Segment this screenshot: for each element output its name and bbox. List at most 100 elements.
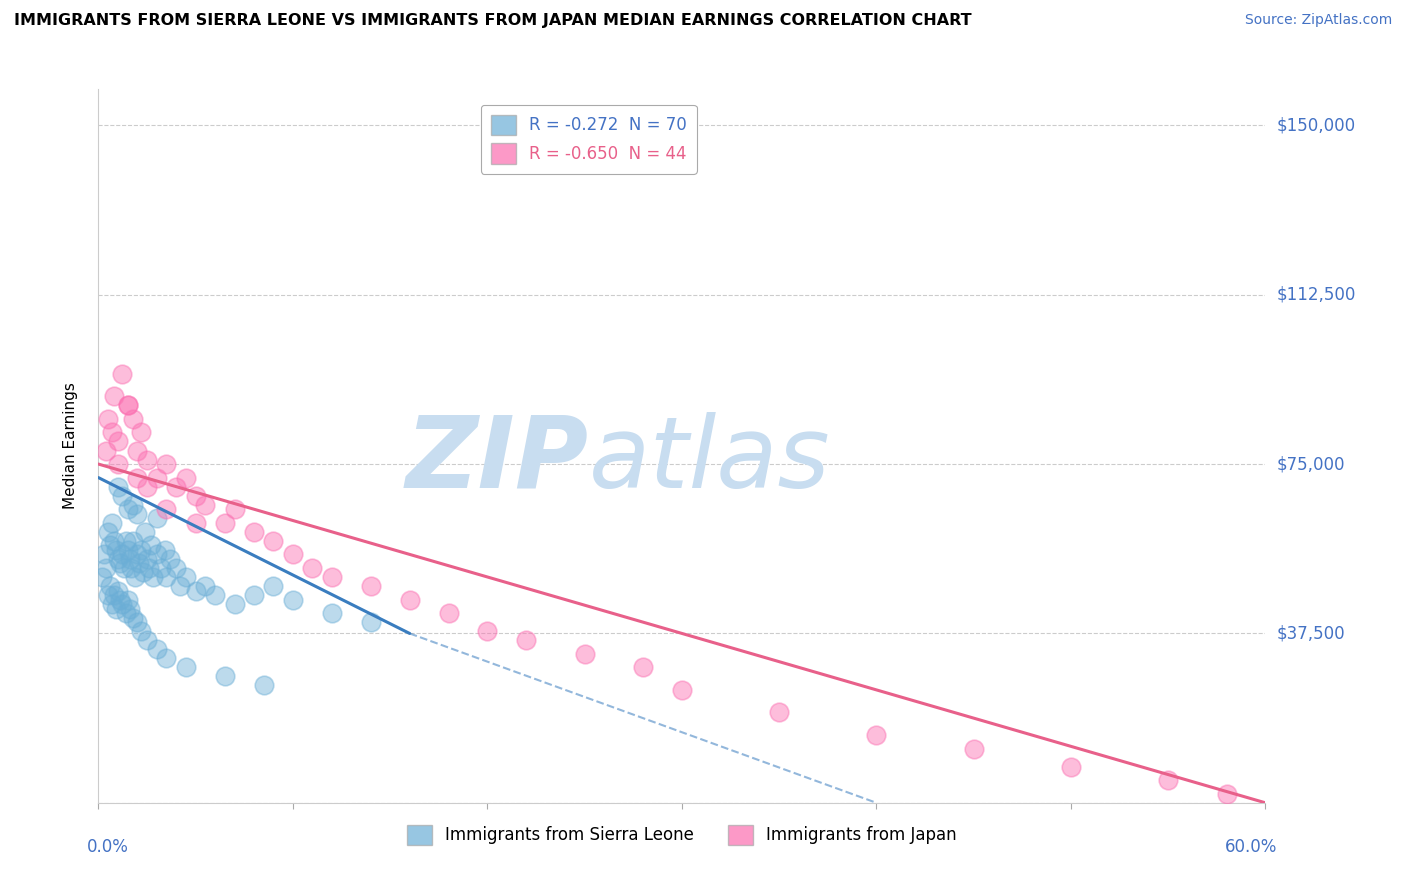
Point <box>98 579 121 593</box>
Point <box>104 601 127 615</box>
Point <box>121 561 143 575</box>
Point <box>114 533 136 548</box>
Point <box>214 669 236 683</box>
Point <box>631 660 654 674</box>
Point <box>515 633 537 648</box>
Point <box>155 651 177 665</box>
Point <box>321 606 343 620</box>
Text: $37,500: $37,500 <box>1277 624 1346 642</box>
Point <box>127 470 149 484</box>
Point <box>146 642 169 657</box>
Point <box>262 579 284 593</box>
Point <box>174 660 197 674</box>
Point <box>127 548 149 562</box>
Point <box>214 516 236 530</box>
Point <box>118 601 141 615</box>
Point <box>129 542 152 557</box>
Point <box>104 542 127 557</box>
Point <box>962 741 984 756</box>
Point <box>204 588 226 602</box>
Point <box>97 412 120 426</box>
Point <box>243 524 266 539</box>
Point <box>93 548 115 562</box>
Point <box>122 412 145 426</box>
Point <box>122 498 145 512</box>
Point <box>122 533 145 548</box>
Point <box>146 470 169 484</box>
Point <box>184 516 207 530</box>
Point <box>117 592 139 607</box>
Point <box>132 566 155 580</box>
Point <box>865 728 887 742</box>
Point <box>1215 787 1237 801</box>
Point <box>574 647 596 661</box>
Point <box>111 489 134 503</box>
Text: $112,500: $112,500 <box>1277 285 1355 303</box>
Point <box>101 516 124 530</box>
Point <box>768 706 790 720</box>
Point <box>165 561 187 575</box>
Point <box>159 552 181 566</box>
Point <box>127 615 149 629</box>
Point <box>136 552 159 566</box>
Point <box>194 579 217 593</box>
Point <box>437 606 460 620</box>
Point <box>101 597 124 611</box>
Point <box>97 588 120 602</box>
Point <box>671 682 693 697</box>
Point <box>117 398 139 412</box>
Point <box>108 557 131 571</box>
Text: atlas: atlas <box>589 412 830 508</box>
Point <box>117 542 139 557</box>
Text: 0.0%: 0.0% <box>87 838 128 856</box>
Point <box>194 498 217 512</box>
Point <box>124 570 146 584</box>
Point <box>184 583 207 598</box>
Point <box>184 489 207 503</box>
Point <box>129 425 152 440</box>
Point <box>224 597 246 611</box>
Point <box>112 561 135 575</box>
Point <box>262 533 284 548</box>
Point <box>165 480 187 494</box>
Text: IMMIGRANTS FROM SIERRA LEONE VS IMMIGRANTS FROM JAPAN MEDIAN EARNINGS CORRELATIO: IMMIGRANTS FROM SIERRA LEONE VS IMMIGRAN… <box>14 13 972 29</box>
Point <box>108 592 131 607</box>
Point <box>136 633 159 648</box>
Point <box>103 533 125 548</box>
Point <box>107 583 129 598</box>
Point <box>281 548 304 562</box>
Point <box>155 457 177 471</box>
Point <box>153 542 176 557</box>
Point <box>107 480 129 494</box>
Point <box>107 457 129 471</box>
Point <box>134 524 156 539</box>
Point <box>169 579 191 593</box>
Point <box>128 557 150 571</box>
Point <box>111 367 134 381</box>
Point <box>1060 759 1083 773</box>
Point <box>301 561 323 575</box>
Point <box>1157 773 1180 788</box>
Legend: Immigrants from Sierra Leone, Immigrants from Japan: Immigrants from Sierra Leone, Immigrants… <box>401 818 963 852</box>
Point <box>146 548 169 562</box>
Point <box>174 470 197 484</box>
Point <box>127 443 149 458</box>
Text: $75,000: $75,000 <box>1277 455 1346 473</box>
Point <box>149 561 172 575</box>
Point <box>146 511 169 525</box>
Point <box>117 398 139 412</box>
Point <box>138 561 160 575</box>
Point <box>360 615 382 629</box>
Point <box>321 570 343 584</box>
Point <box>117 502 139 516</box>
Text: 60.0%: 60.0% <box>1225 838 1277 856</box>
Point <box>103 588 125 602</box>
Point <box>111 548 134 562</box>
Point <box>98 538 121 552</box>
Point <box>155 502 177 516</box>
Point <box>142 570 165 584</box>
Point <box>139 538 162 552</box>
Point <box>360 579 382 593</box>
Point <box>96 561 118 575</box>
Point <box>174 570 197 584</box>
